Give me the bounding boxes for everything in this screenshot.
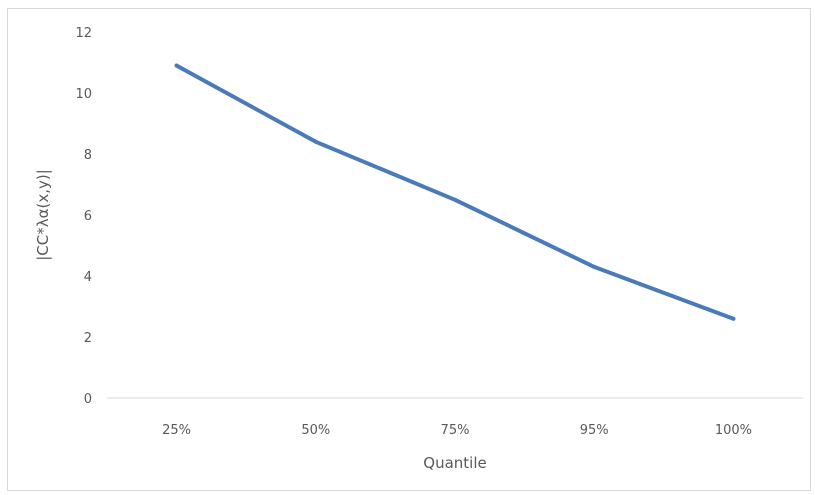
data-points bbox=[174, 63, 736, 321]
x-axis-ticks: 25% 50% 75% 95% 100% bbox=[162, 423, 752, 438]
y-tick-label: 4 bbox=[84, 270, 92, 285]
y-tick-label: 10 bbox=[75, 87, 92, 102]
data-point bbox=[453, 197, 457, 202]
y-tick-label: 0 bbox=[84, 392, 92, 407]
y-axis-title: |CC*λα(x,y)| bbox=[34, 169, 52, 261]
data-point bbox=[592, 264, 597, 269]
x-axis-title: Quantile bbox=[423, 454, 486, 472]
data-point bbox=[174, 63, 179, 68]
data-point bbox=[313, 139, 318, 144]
y-tick-label: 12 bbox=[75, 26, 92, 41]
data-point bbox=[731, 316, 736, 321]
y-axis-ticks: 0 2 4 6 8 10 12 bbox=[75, 26, 92, 407]
y-tick-label: 2 bbox=[84, 331, 92, 346]
x-tick-label: 25% bbox=[162, 423, 191, 438]
x-tick-label: 100% bbox=[715, 423, 752, 438]
chart-frame bbox=[7, 8, 811, 491]
x-tick-label: 95% bbox=[580, 423, 609, 438]
y-tick-label: 6 bbox=[84, 209, 92, 224]
y-tick-label: 8 bbox=[84, 148, 92, 163]
x-tick-label: 50% bbox=[301, 423, 330, 438]
x-tick-label: 75% bbox=[441, 423, 470, 438]
series-line bbox=[174, 63, 736, 321]
